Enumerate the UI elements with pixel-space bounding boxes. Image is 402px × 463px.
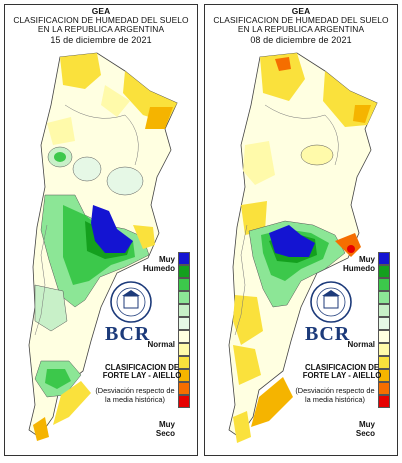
bcr-brand: BCR <box>105 323 151 345</box>
legend-swatch <box>178 265 190 278</box>
legend-label-muy-seco: Muy Seco <box>355 420 375 438</box>
legend-label-muy-humedo: Muy Humedo <box>343 255 375 273</box>
legend-swatch <box>178 317 190 330</box>
legend-swatch <box>378 369 390 382</box>
legend-swatch <box>378 304 390 317</box>
argentina-soil-moisture-map <box>28 52 178 441</box>
legend-swatch <box>378 278 390 291</box>
legend-color-scale <box>378 252 390 408</box>
legend-swatch <box>378 330 390 343</box>
classification-line2: FORTE LAY - AIELLO <box>302 371 382 380</box>
classification-line1: CLASIFICACION DE <box>104 363 180 372</box>
legend-label-muy-seco: Muy Seco <box>155 420 175 438</box>
legend-swatch <box>178 356 190 369</box>
legend-swatch <box>178 291 190 304</box>
classification-line2: FORTE LAY - AIELLO <box>102 371 182 380</box>
legend-swatch <box>378 252 390 265</box>
header-gea: GEA <box>91 6 111 16</box>
legend-swatch <box>178 304 190 317</box>
classification-line1: CLASIFICACION DE <box>304 363 380 372</box>
legend-swatch <box>178 395 190 408</box>
legend-swatch <box>178 382 190 395</box>
legend-label-normal: Normal <box>147 340 175 349</box>
legend-swatch <box>178 343 190 356</box>
legend-swatch <box>378 291 390 304</box>
bcr-seal-logo <box>310 281 352 323</box>
legend-swatch <box>178 369 190 382</box>
header-gea: GEA <box>291 6 311 16</box>
legend-color-scale <box>178 252 190 408</box>
legend-label-normal: Normal <box>347 340 375 349</box>
classification-note1: (Desviación respecto de <box>95 386 175 395</box>
legend-swatch <box>178 278 190 291</box>
legend-swatch <box>178 252 190 265</box>
header-title: CLASIFICACION DE HUMEDAD DEL SUELO <box>13 15 189 25</box>
argentina-soil-moisture-map <box>228 52 378 443</box>
header-date: 08 de diciembre de 2021 <box>250 35 352 45</box>
header-country: EN LA REPUBLICA ARGENTINA <box>37 24 165 34</box>
legend-swatch <box>178 330 190 343</box>
map-panel-15-dec: GEA CLASIFICACION DE HUMEDAD DEL SUELO E… <box>4 4 198 456</box>
legend-swatch <box>378 395 390 408</box>
header-country: EN LA REPUBLICA ARGENTINA <box>237 24 365 34</box>
map-panel-08-dec: GEA CLASIFICACION DE HUMEDAD DEL SUELO E… <box>204 4 398 456</box>
bcr-brand: BCR <box>305 323 351 345</box>
legend-swatch <box>378 317 390 330</box>
header-title: CLASIFICACION DE HUMEDAD DEL SUELO <box>213 15 389 25</box>
legend-swatch <box>378 265 390 278</box>
header-date: 15 de diciembre de 2021 <box>50 35 152 45</box>
legend-swatch <box>378 382 390 395</box>
legend-swatch <box>378 356 390 369</box>
bcr-seal-logo <box>110 281 152 323</box>
classification-note2: la media histórica) <box>105 395 165 404</box>
legend-label-muy-humedo: Muy Humedo <box>143 255 175 273</box>
legend-swatch <box>378 343 390 356</box>
classification-note1: (Desviación respecto de <box>295 386 375 395</box>
classification-note2: la media histórica) <box>305 395 365 404</box>
